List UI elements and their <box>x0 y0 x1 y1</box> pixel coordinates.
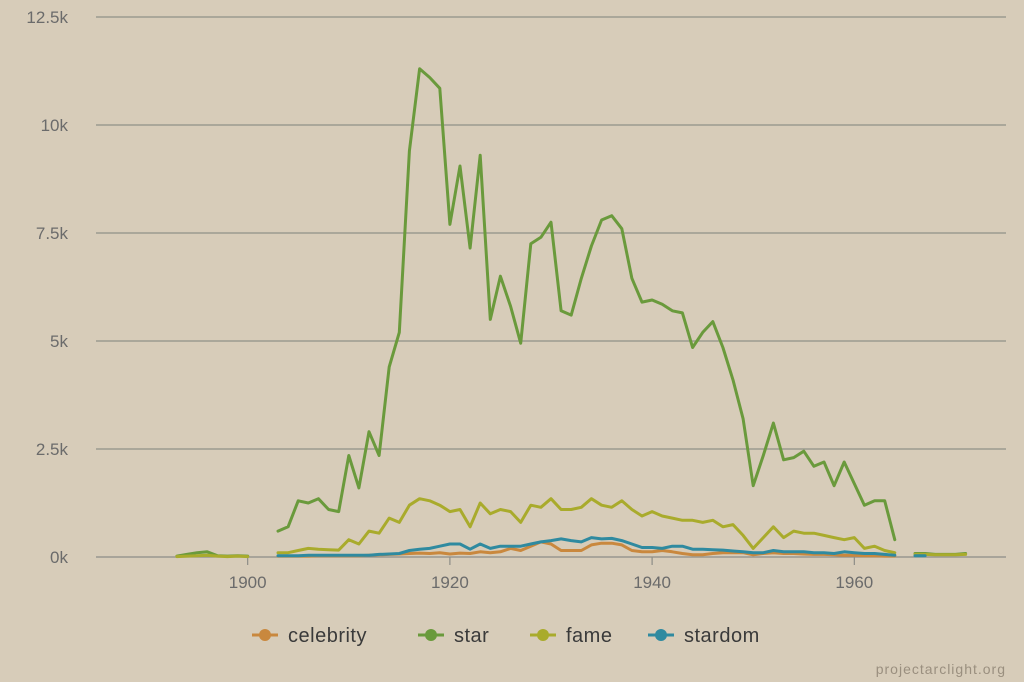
series-lines <box>175 67 968 559</box>
legend-marker <box>655 629 667 641</box>
x-tick-label: 1920 <box>431 573 469 592</box>
y-axis: 0k 2.5k 5k 7.5k 10k 12.5k <box>26 8 68 567</box>
x-axis: 1900 1920 1940 1960 <box>229 557 873 592</box>
legend-item-celebrity[interactable]: celebrity <box>252 625 367 647</box>
credit-text: projectarclight.org <box>876 661 1006 677</box>
x-tick-label: 1940 <box>633 573 671 592</box>
y-tick-label: 5k <box>50 332 68 351</box>
y-tick-label: 2.5k <box>36 440 69 459</box>
gridlines <box>96 16 1006 558</box>
series-line-stardom <box>276 536 897 558</box>
legend-item-star[interactable]: star <box>418 625 489 647</box>
y-tick-label: 0k <box>50 548 68 567</box>
legend-marker <box>259 629 271 641</box>
legend-marker <box>537 629 549 641</box>
y-tick-label: 10k <box>41 116 69 135</box>
series-line-fame <box>175 553 250 559</box>
legend: celebrity star fame stardom <box>252 625 760 647</box>
x-tick-label: 1900 <box>229 573 267 592</box>
series-line-star <box>276 67 897 542</box>
x-tick-label: 1960 <box>835 573 873 592</box>
series-line-fame <box>276 497 897 555</box>
legend-label: fame <box>566 625 612 647</box>
legend-marker <box>425 629 437 641</box>
legend-item-fame[interactable]: fame <box>530 625 612 647</box>
legend-label: star <box>454 625 489 647</box>
legend-label: celebrity <box>288 625 367 647</box>
legend-item-stardom[interactable]: stardom <box>648 625 760 647</box>
y-tick-label: 12.5k <box>26 8 68 27</box>
legend-label: stardom <box>684 625 760 647</box>
y-tick-label: 7.5k <box>36 224 69 243</box>
